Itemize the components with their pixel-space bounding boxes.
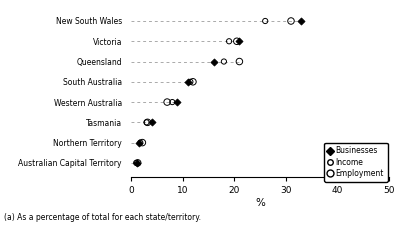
Point — [185, 80, 191, 84]
Point — [137, 141, 143, 144]
Point — [164, 100, 170, 104]
Point — [145, 121, 151, 124]
Point — [143, 121, 150, 124]
Point — [221, 60, 227, 63]
Point — [288, 19, 294, 23]
Point — [134, 161, 141, 165]
Point — [236, 60, 243, 63]
Point — [148, 121, 155, 124]
Point — [190, 80, 196, 84]
Point — [262, 19, 268, 23]
Point — [210, 60, 217, 63]
Legend: Businesses, Income, Employment: Businesses, Income, Employment — [324, 143, 388, 182]
Point — [136, 141, 142, 144]
Point — [174, 100, 181, 104]
Point — [133, 161, 139, 165]
Point — [169, 100, 175, 104]
Point — [187, 80, 194, 84]
X-axis label: %: % — [255, 198, 265, 208]
Point — [226, 39, 232, 43]
Point — [298, 19, 304, 23]
Point — [236, 39, 243, 43]
Point — [233, 39, 240, 43]
Point — [139, 141, 146, 144]
Text: (a) As a percentage of total for each state/territory.: (a) As a percentage of total for each st… — [4, 213, 201, 222]
Point — [135, 161, 141, 165]
